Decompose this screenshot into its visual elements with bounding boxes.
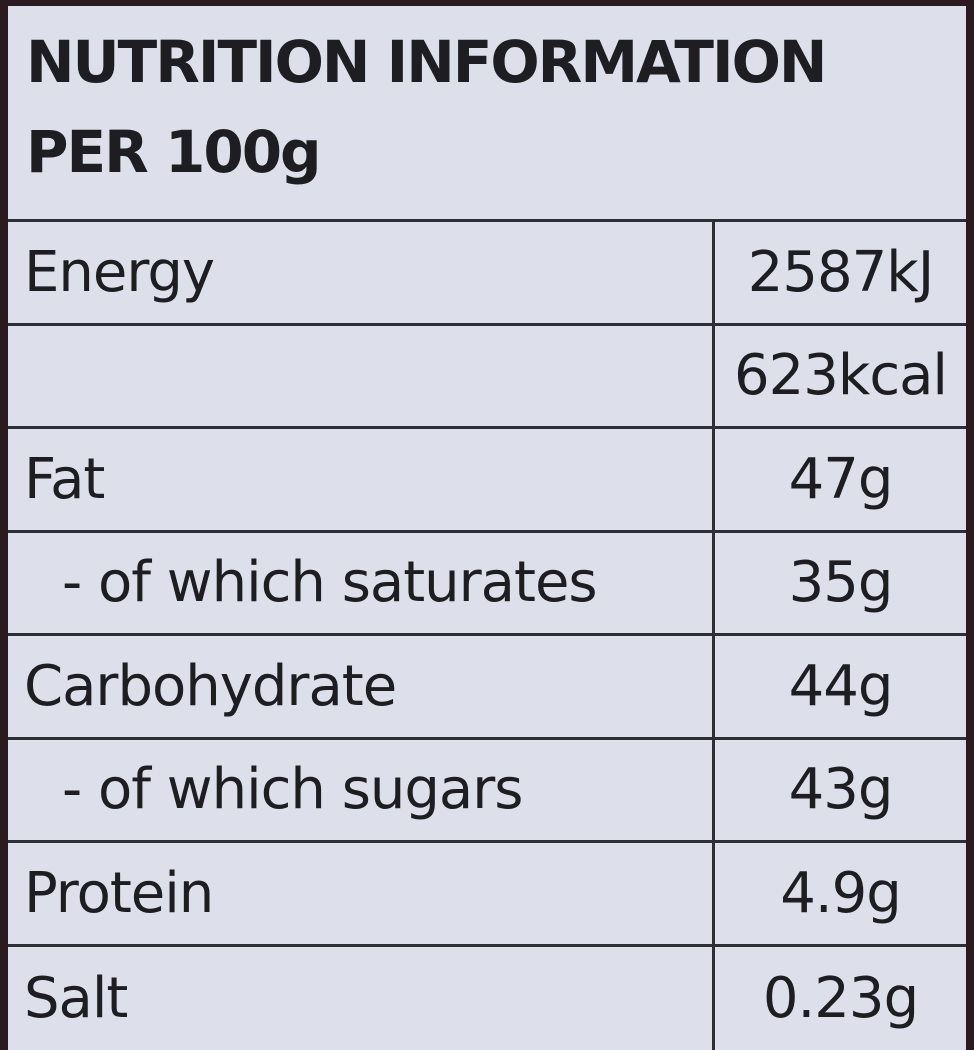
title: NUTRITION INFORMATION: [26, 28, 827, 96]
table-row: Protein 4.9g: [8, 843, 966, 947]
nutrient-value: 2587kJ: [712, 222, 966, 323]
nutrient-value: 0.23g: [712, 946, 966, 1050]
table-row: Fat 47g: [8, 429, 966, 533]
nutrient-label: Carbohydrate: [24, 653, 397, 719]
table-header: NUTRITION INFORMATION PER 100g: [8, 6, 966, 222]
table-row: - of which sugars 43g: [8, 739, 966, 843]
nutrient-value: 623kcal: [712, 325, 966, 426]
table-row: - of which saturates 35g: [8, 532, 966, 636]
nutrient-value: 35g: [712, 532, 966, 633]
nutrient-value: 43g: [712, 739, 966, 840]
nutrient-value: 4.9g: [712, 843, 966, 944]
nutrient-label: Energy: [24, 239, 215, 305]
table-row: Carbohydrate 44g: [8, 636, 966, 740]
table-row: Energy 2587kJ: [8, 222, 966, 326]
nutrient-label: Protein: [24, 860, 214, 926]
nutrient-label: - of which sugars: [62, 757, 523, 823]
nutrient-label: Fat: [24, 446, 105, 512]
nutrient-label: - of which saturates: [62, 550, 598, 616]
nutrient-value: 47g: [712, 429, 966, 530]
nutrient-value: 44g: [712, 636, 966, 737]
table-row: Salt 0.23g: [8, 946, 966, 1050]
nutrition-label: NUTRITION INFORMATION PER 100g Energy 258…: [8, 6, 966, 1050]
subtitle: PER 100g: [26, 118, 322, 186]
table-row: 623kcal: [8, 325, 966, 429]
nutrient-label: Salt: [24, 965, 128, 1031]
